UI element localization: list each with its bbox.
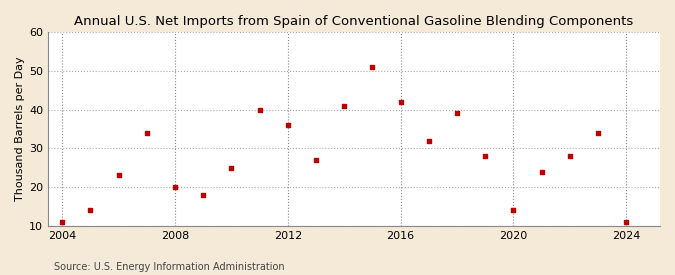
Point (226, 166, 237, 170)
Point (508, 208, 519, 213)
Point (452, 111, 462, 116)
Point (85, 208, 96, 213)
Point (423, 138, 434, 143)
Point (57, 220, 68, 224)
Point (142, 131, 153, 135)
Point (113, 173, 124, 178)
Point (367, 65, 378, 69)
Point (593, 131, 603, 135)
Point (254, 107, 265, 112)
Point (339, 103, 350, 108)
Point (282, 123, 293, 127)
Point (310, 158, 321, 162)
Point (621, 220, 632, 224)
Y-axis label: Thousand Barrels per Day: Thousand Barrels per Day (15, 57, 25, 201)
Point (395, 100, 406, 104)
Point (169, 185, 180, 189)
Text: Source: U.S. Energy Information Administration: Source: U.S. Energy Information Administ… (54, 262, 285, 272)
Point (198, 193, 209, 197)
Point (564, 154, 575, 158)
Title: Annual U.S. Net Imports from Spain of Conventional Gasoline Blending Components: Annual U.S. Net Imports from Spain of Co… (74, 15, 634, 28)
Point (536, 169, 547, 174)
Point (480, 154, 491, 158)
